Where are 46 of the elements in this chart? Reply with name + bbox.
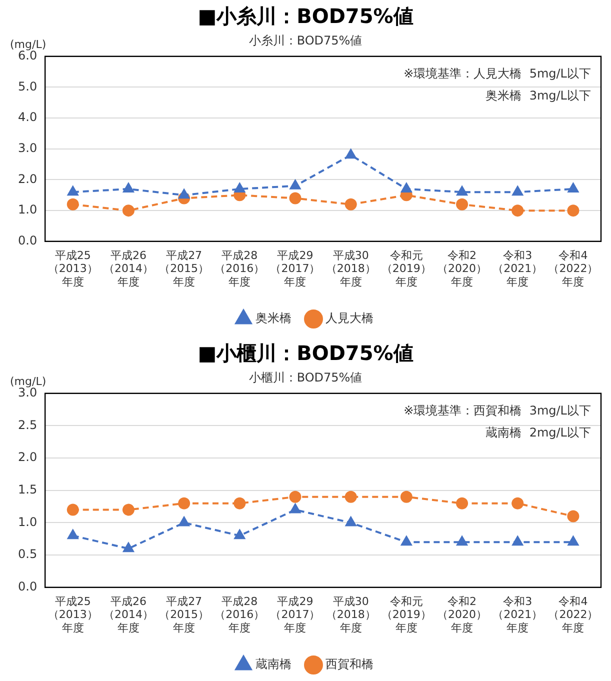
annotation: 奥米橋 3mg/L以下 bbox=[486, 88, 591, 103]
x-tick-label: 令和2（2020）年度 bbox=[437, 594, 488, 634]
y-tick-label: 5.0 bbox=[18, 79, 38, 94]
legend-label: 人見大橋 bbox=[326, 311, 374, 326]
y-tick-label: 0.0 bbox=[18, 580, 38, 594]
chart-title: ■小糸川：BOD75%値 bbox=[198, 4, 414, 28]
x-tick-label: 平成26（2014）年度 bbox=[103, 248, 154, 288]
annotation: ※環境基準：人見大橋 5mg/L以下 bbox=[404, 66, 591, 81]
y-tick-label: 0.0 bbox=[18, 234, 38, 248]
y-axis-title: (mg/L) bbox=[10, 374, 46, 388]
x-tick-label: 平成27（2015）年度 bbox=[159, 248, 210, 288]
x-tick-label: 平成25（2013）年度 bbox=[48, 594, 98, 634]
y-tick-label: 2.0 bbox=[18, 450, 38, 464]
annotation: 蔵南橋 2mg/L以下 bbox=[486, 426, 591, 440]
x-tick-label: 令和3（2021）年度 bbox=[492, 248, 543, 288]
x-tick-label: 平成29（2017）年度 bbox=[270, 248, 320, 288]
y-tick-label: 3.0 bbox=[18, 141, 38, 156]
y-tick-label: 1.5 bbox=[18, 482, 38, 497]
y-tick-label: 2.5 bbox=[18, 418, 38, 432]
y-tick-label: 0.5 bbox=[18, 547, 38, 562]
x-tick-label: 平成25（2013）年度 bbox=[48, 248, 98, 288]
y-tick-label: 2.0 bbox=[18, 172, 38, 186]
y-tick-label: 4.0 bbox=[18, 110, 38, 124]
legend-label: 蔵南橋 bbox=[256, 657, 292, 672]
legend-label: 西賀和橋 bbox=[326, 657, 374, 672]
x-tick-label: 平成28（2016）年度 bbox=[214, 248, 265, 288]
y-tick-label: 1.0 bbox=[18, 514, 38, 529]
annotation: ※環境基準：西賀和橋 3mg/L以下 bbox=[404, 404, 591, 418]
y-tick-label: 1.0 bbox=[18, 202, 38, 217]
x-tick-label: 平成26（2014）年度 bbox=[103, 594, 154, 634]
x-tick-label: 平成29（2017）年度 bbox=[270, 594, 320, 634]
x-tick-label: 平成30（2018）年度 bbox=[326, 248, 376, 288]
y-axis-title: (mg/L) bbox=[10, 38, 46, 51]
x-tick-label: 令和元（2019）年度 bbox=[381, 594, 432, 634]
x-tick-label: 令和2（2020）年度 bbox=[437, 248, 488, 288]
chart-subtitle: 小櫃川：BOD75%値 bbox=[248, 370, 362, 384]
x-tick-label: 平成28（2016）年度 bbox=[214, 594, 265, 634]
legend-label: 奥米橋 bbox=[256, 311, 292, 326]
x-tick-label: 令和元（2019）年度 bbox=[381, 248, 432, 288]
x-tick-label: 平成30（2018）年度 bbox=[326, 594, 376, 634]
chart-title: ■小櫃川：BOD75%値 bbox=[198, 341, 414, 366]
x-tick-label: 平成27（2015）年度 bbox=[159, 594, 210, 634]
x-tick-label: 令和3（2021）年度 bbox=[492, 594, 543, 634]
x-tick-label: 令和4（2022）年度 bbox=[548, 248, 598, 288]
x-tick-label: 令和4（2022）年度 bbox=[548, 594, 598, 634]
chart-subtitle: 小糸川：BOD75%値 bbox=[248, 33, 362, 48]
